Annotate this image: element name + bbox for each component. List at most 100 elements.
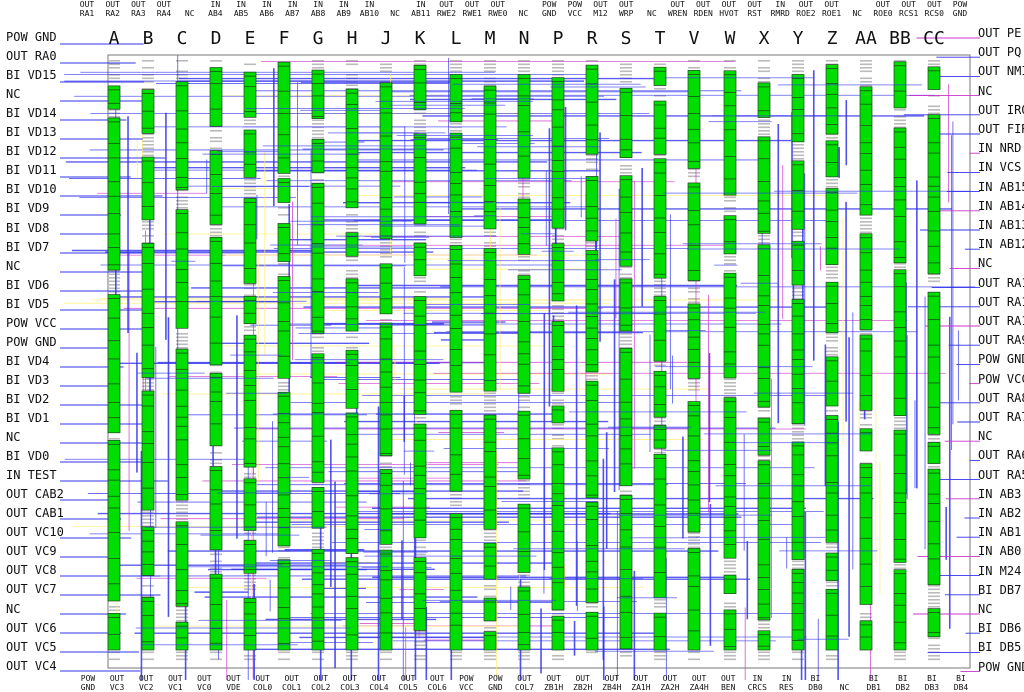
pad-tick (688, 378, 700, 381)
top-pin-type: OUT (798, 0, 814, 9)
pad-tick (826, 347, 838, 349)
pad-tick (758, 67, 770, 69)
pad-tick (552, 67, 564, 69)
logic-cell (893, 269, 907, 416)
pad-tick (278, 273, 290, 276)
top-pin-name: RA4 (156, 9, 172, 18)
cell-column-cc (927, 66, 941, 638)
pad-tick (176, 336, 188, 339)
pad-tick (654, 651, 666, 654)
top-pin-type: IN (287, 0, 298, 9)
pad-tick (346, 259, 358, 262)
cell-column-s (619, 87, 633, 650)
top-pin-name: RA2 (105, 9, 120, 18)
logic-cell (791, 240, 805, 286)
pad-tick (654, 452, 666, 454)
pad-tick (244, 655, 256, 657)
pad-tick (108, 67, 120, 69)
pad-tick (860, 410, 872, 412)
bottom-pin-type: OUT (371, 674, 387, 683)
logic-cell (757, 417, 771, 456)
pad-tick (450, 63, 462, 66)
pad-tick (414, 280, 426, 283)
pad-tick (176, 511, 188, 514)
pad-tick (312, 67, 324, 69)
top-pin-name: RCS1 (899, 9, 919, 18)
pad-tick (758, 620, 770, 622)
logic-cell (825, 140, 839, 178)
logic-cell (825, 188, 839, 265)
logic-cell (859, 86, 873, 216)
top-pin-type: OUT (593, 0, 608, 9)
pad-tick (414, 417, 426, 419)
pad-tick (142, 518, 154, 521)
pad-tick (108, 287, 120, 290)
pad-tick (792, 60, 804, 62)
pad-tick (484, 67, 496, 69)
pad-tick (484, 588, 496, 591)
bottom-pin-type: OUT (313, 674, 329, 683)
right-pin-label: OUT PQ (978, 45, 1022, 60)
pad-tick (380, 67, 392, 69)
logic-cell (551, 243, 565, 302)
pad-tick (176, 508, 188, 510)
pad-tick (826, 350, 838, 353)
logic-cell (311, 69, 325, 119)
pad-tick (414, 291, 426, 293)
pad-tick (450, 123, 462, 125)
pad-tick (346, 214, 358, 216)
top-pin-name: ROE0 (873, 9, 893, 18)
logic-cell (687, 401, 701, 533)
bottom-pin-type: BI (868, 674, 879, 683)
pad-tick (380, 242, 392, 244)
pad-tick (484, 536, 496, 538)
column-letter-k: K (414, 28, 426, 49)
logic-cell (757, 136, 771, 234)
pad-tick (552, 315, 564, 318)
top-pin-name: NC (184, 9, 195, 18)
pad-tick (414, 634, 426, 636)
logic-cell (791, 568, 805, 651)
bottom-pin-name: DB4 (953, 683, 969, 692)
pad-tick (210, 459, 222, 461)
top-pin-type: OUT (875, 0, 891, 9)
pad-tick (518, 273, 530, 276)
logic-cell (723, 215, 737, 255)
column-letter-h: H (346, 28, 358, 49)
pad-tick (688, 175, 700, 178)
logic-cell (379, 469, 393, 545)
pad-tick (210, 658, 222, 661)
pad-tick (142, 511, 154, 514)
pad-tick (518, 256, 530, 258)
pad-tick (278, 385, 290, 388)
pad-tick (176, 606, 188, 608)
column-letter-cc: CC (923, 28, 945, 49)
logic-cell (859, 233, 873, 331)
pad-tick (860, 221, 872, 223)
pad-tick (484, 658, 496, 661)
pad-tick (894, 651, 906, 654)
top-pin-type: IN (261, 0, 272, 9)
top-pin-name: AB6 (259, 9, 274, 18)
pad-tick (758, 242, 770, 244)
pad-tick (414, 630, 426, 633)
logic-cell (653, 612, 667, 651)
top-pin-name: ROE1 (821, 9, 842, 18)
pad-tick (826, 182, 838, 185)
column-letter-z: Z (826, 28, 838, 49)
bottom-pin-name: COL3 (340, 683, 360, 692)
pad-tick (518, 186, 530, 188)
pad-tick (860, 424, 872, 426)
top-pin-name: AB5 (233, 9, 249, 18)
pad-tick (688, 546, 700, 549)
logic-cell (413, 296, 427, 415)
pad-tick (792, 154, 804, 157)
left-pin-label: POW GND (6, 334, 57, 349)
left-pin-label: OUT VC7 (6, 582, 57, 597)
pad-tick (860, 63, 872, 66)
pad-tick (142, 77, 154, 80)
pad-tick (312, 539, 324, 542)
right-pin-label: OUT RA11 (978, 294, 1024, 309)
pad-tick (928, 112, 940, 115)
pad-tick (210, 364, 222, 367)
